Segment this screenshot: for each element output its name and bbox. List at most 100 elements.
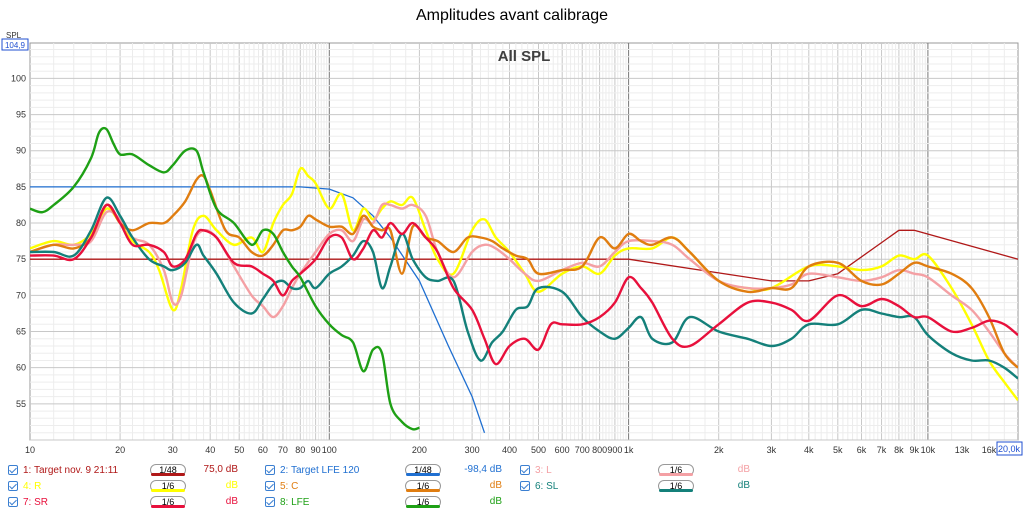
y-axis-label: SPL xyxy=(6,31,22,40)
legend-smoothing-control[interactable]: 1/48 xyxy=(405,464,441,476)
legend-checkbox[interactable] xyxy=(265,481,275,491)
legend-smoothing-control[interactable]: 1/6 xyxy=(658,480,694,492)
x-tick-label: 9k xyxy=(909,445,919,455)
legend-color-swatch xyxy=(151,473,185,476)
legend-db-value: dB xyxy=(737,480,750,491)
legend-color-swatch xyxy=(659,489,693,492)
x-tick-label: 400 xyxy=(502,445,517,455)
legend-label: 6: SL xyxy=(535,480,559,492)
legend-label: 2: Target LFE 120 xyxy=(280,464,360,476)
legend-checkbox[interactable] xyxy=(265,497,275,507)
legend-label: 5: C xyxy=(280,480,299,492)
legend-label: 8: LFE xyxy=(280,496,310,508)
y-tick-label: 95 xyxy=(16,110,26,120)
series-line-8[interactable] xyxy=(30,126,420,431)
y-tick-label: 55 xyxy=(16,399,26,409)
x-tick-label: 80 xyxy=(295,445,305,455)
x-tick-label: 1k xyxy=(624,445,634,455)
x-tick-label: 7k xyxy=(877,445,887,455)
x-tick-label: 30 xyxy=(168,445,178,455)
legend-checkbox[interactable] xyxy=(520,465,530,475)
legend-checkbox[interactable] xyxy=(8,481,18,491)
legend-smoothing-control[interactable]: 1/6 xyxy=(150,480,186,492)
y-tick-label: 70 xyxy=(16,290,26,300)
y-tick-label: 90 xyxy=(16,146,26,156)
legend-color-swatch xyxy=(406,489,440,492)
legend-db-value: dB xyxy=(489,480,502,491)
legend-item-4[interactable]: 4: R xyxy=(8,479,41,493)
legend-checkbox[interactable] xyxy=(265,465,275,475)
series-line-7[interactable] xyxy=(30,203,1018,366)
legend-item-2[interactable]: 2: Target LFE 120 xyxy=(265,463,359,477)
legend-item-1[interactable]: 1: Target nov. 9 21:11 xyxy=(8,463,118,477)
series-line-3[interactable] xyxy=(30,202,1018,369)
legend-db-value: -98,4 dB xyxy=(464,464,502,475)
legend-db-value: dB xyxy=(737,464,750,475)
x-tick-label: 5k xyxy=(833,445,843,455)
x-tick-label: 60 xyxy=(258,445,268,455)
y-top-value: 104,9 xyxy=(5,41,26,50)
legend-smoothing-control[interactable]: 1/6 xyxy=(658,464,694,476)
legend-smoothing-label: 1/48 xyxy=(159,465,177,475)
legend-label: 4: R xyxy=(23,480,42,492)
legend-smoothing-label: 1/6 xyxy=(161,497,175,507)
x-tick-label: 2k xyxy=(714,445,724,455)
x-tick-label: 10k xyxy=(921,445,936,455)
x-tick-label: 8k xyxy=(894,445,904,455)
legend-checkbox[interactable] xyxy=(8,497,18,507)
legend-smoothing-label: 1/48 xyxy=(414,465,432,475)
legend-smoothing-control[interactable]: 1/6 xyxy=(405,480,441,492)
legend-color-swatch xyxy=(406,473,440,476)
x-tick-label: 900 xyxy=(607,445,622,455)
legend-db-value: dB xyxy=(489,496,502,507)
chart-title: Amplitudes avant calibrage xyxy=(415,7,609,24)
x-tick-label: 100 xyxy=(322,445,337,455)
legend-item-6[interactable]: 6: SL xyxy=(520,479,558,493)
series-line-6[interactable] xyxy=(30,196,1018,380)
legend-smoothing-label: 1/6 xyxy=(416,497,430,507)
legend-item-5[interactable]: 5: C xyxy=(265,479,298,493)
y-tick-label: 85 xyxy=(16,182,26,192)
x-tick-label: 16k xyxy=(982,445,997,455)
spl-chart[interactable]: 10 20 30 40 50 60 70 80 90 100 200 300 400 500 600 700 8… xyxy=(0,0,1024,460)
legend-item-3[interactable]: 3: L xyxy=(520,463,552,477)
y-top-box[interactable] xyxy=(1,38,29,51)
legend-label: 1: Target nov. 9 21:11 xyxy=(23,464,119,476)
legend-smoothing-label: 1/6 xyxy=(161,481,175,491)
y-tick-label: 65 xyxy=(16,327,26,337)
x-tick-label: 800 xyxy=(592,445,607,455)
legend-label: 3: L xyxy=(535,464,552,476)
series-line-1[interactable] xyxy=(30,229,1018,282)
legend-db-value: dB xyxy=(225,480,238,491)
x-tick-label: 13k xyxy=(955,445,970,455)
x-tick-label: 700 xyxy=(575,445,590,455)
legend-color-swatch xyxy=(151,489,185,492)
series-line-5[interactable] xyxy=(30,174,1018,369)
legend-smoothing-label: 1/6 xyxy=(416,481,430,491)
y-tick-label: 75 xyxy=(16,254,26,264)
x-tick-label: 10 xyxy=(25,445,35,455)
x-right-value: 20,0k xyxy=(998,444,1021,454)
x-tick-label: 40 xyxy=(205,445,215,455)
legend-color-swatch xyxy=(659,473,693,476)
x-tick-label: 500 xyxy=(531,445,546,455)
legend-checkbox[interactable] xyxy=(520,481,530,491)
x-right-box[interactable] xyxy=(996,441,1023,456)
x-tick-label: 90 xyxy=(311,445,321,455)
legend-smoothing-control[interactable]: 1/6 xyxy=(405,496,441,508)
x-tick-label: 600 xyxy=(555,445,570,455)
series-line-2[interactable] xyxy=(30,186,486,434)
legend-smoothing-label: 1/6 xyxy=(669,465,683,475)
legend-db-value: 75,0 dB xyxy=(203,464,238,475)
legend-smoothing-label: 1/6 xyxy=(669,481,683,491)
legend-checkbox[interactable] xyxy=(8,465,18,475)
x-tick-label: 70 xyxy=(278,445,288,455)
y-tick-label: 100 xyxy=(11,73,26,83)
x-tick-label: 50 xyxy=(234,445,244,455)
x-tick-label: 3k xyxy=(767,445,777,455)
y-tick-label: 80 xyxy=(16,218,26,228)
legend-smoothing-control[interactable]: 1/48 xyxy=(150,464,186,476)
x-tick-label: 20 xyxy=(115,445,125,455)
x-tick-label: 4k xyxy=(804,445,814,455)
chart-subtitle: All SPL xyxy=(498,48,551,65)
